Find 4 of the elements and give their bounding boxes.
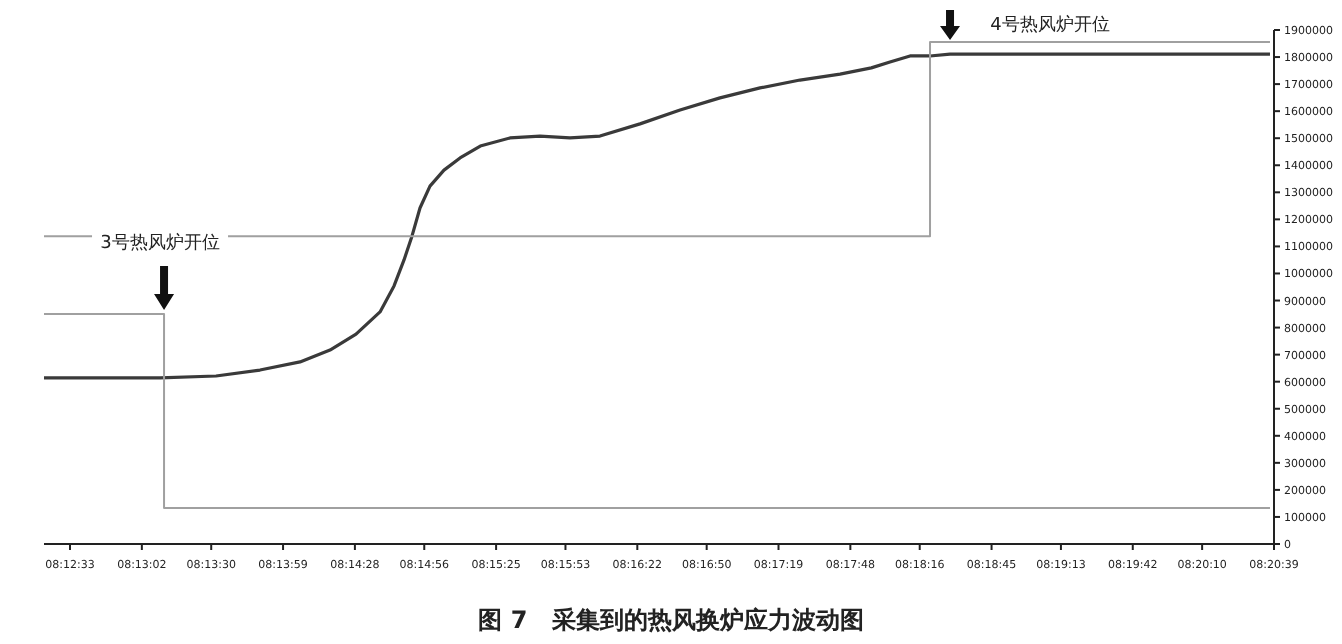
text: 图 7 采集到的热风换炉应力波动图 [478,606,864,634]
annotation: 3号热风炉开位 [100,232,220,255]
line-series [42,52,1272,380]
annotation: 4号热风炉开位 [990,13,1110,36]
